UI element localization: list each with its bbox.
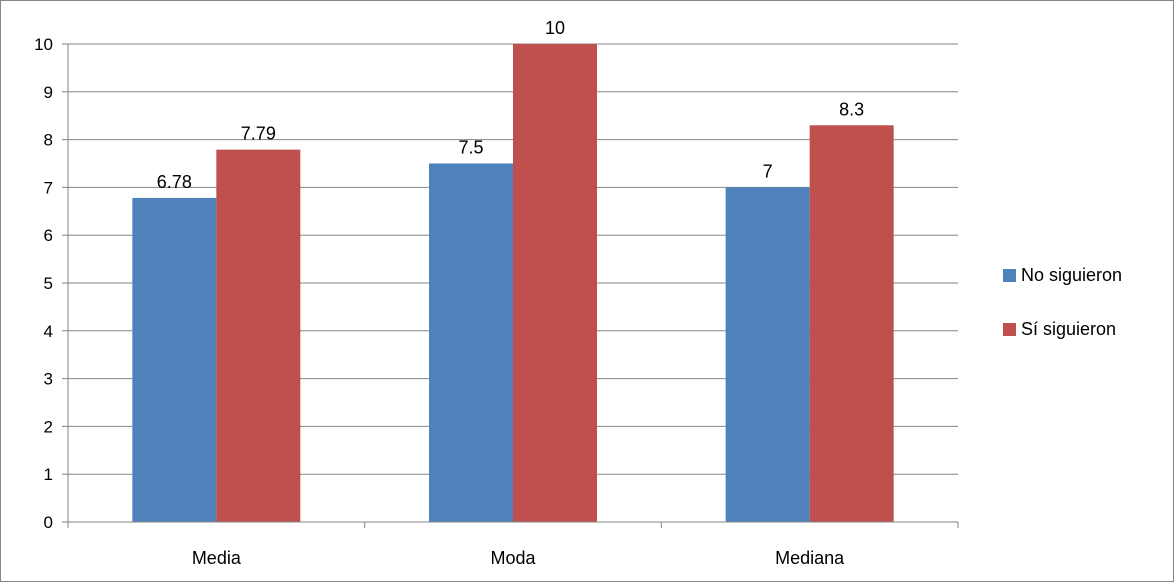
y-tick-label: 0 [44, 513, 53, 532]
bars [132, 44, 894, 522]
y-tick-label: 6 [44, 226, 53, 245]
y-tick-label: 2 [44, 417, 53, 436]
bar [809, 125, 894, 522]
bar [216, 149, 301, 522]
data-label: 7 [763, 161, 773, 181]
legend-label: No siguieron [1021, 265, 1122, 285]
x-tick-label: Mediana [775, 548, 845, 568]
bar [513, 44, 597, 522]
legend-swatch [1003, 323, 1016, 336]
bar [132, 197, 217, 522]
data-label: 10 [545, 18, 565, 38]
x-tick-label: Media [192, 548, 242, 568]
y-tick-label: 3 [44, 370, 53, 389]
data-label: 7.5 [458, 138, 483, 158]
legend-swatch [1003, 269, 1016, 282]
legend-label: Sí siguieron [1021, 319, 1116, 339]
y-tick-label: 4 [44, 322, 53, 341]
x-tick-label: Moda [490, 548, 536, 568]
y-tick-label: 5 [44, 274, 53, 293]
data-label: 8.3 [839, 99, 864, 119]
bar [725, 187, 810, 522]
y-tick-label: 7 [44, 178, 53, 197]
axes: 0 1 2 3 4 5 6 7 8 9 10 Media Moda Mediana [34, 35, 959, 568]
data-labels: 6.78 7.79 7.5 10 7 8.3 [157, 18, 864, 192]
data-label: 7.79 [241, 124, 276, 144]
legend: No siguieron Sí siguieron [1003, 265, 1122, 339]
data-label: 6.78 [157, 172, 192, 192]
bar [429, 163, 513, 522]
y-tick-label: 8 [44, 131, 53, 150]
y-tick-label: 10 [34, 35, 53, 54]
y-tick-label: 9 [44, 83, 53, 102]
y-tick-label: 1 [44, 465, 53, 484]
